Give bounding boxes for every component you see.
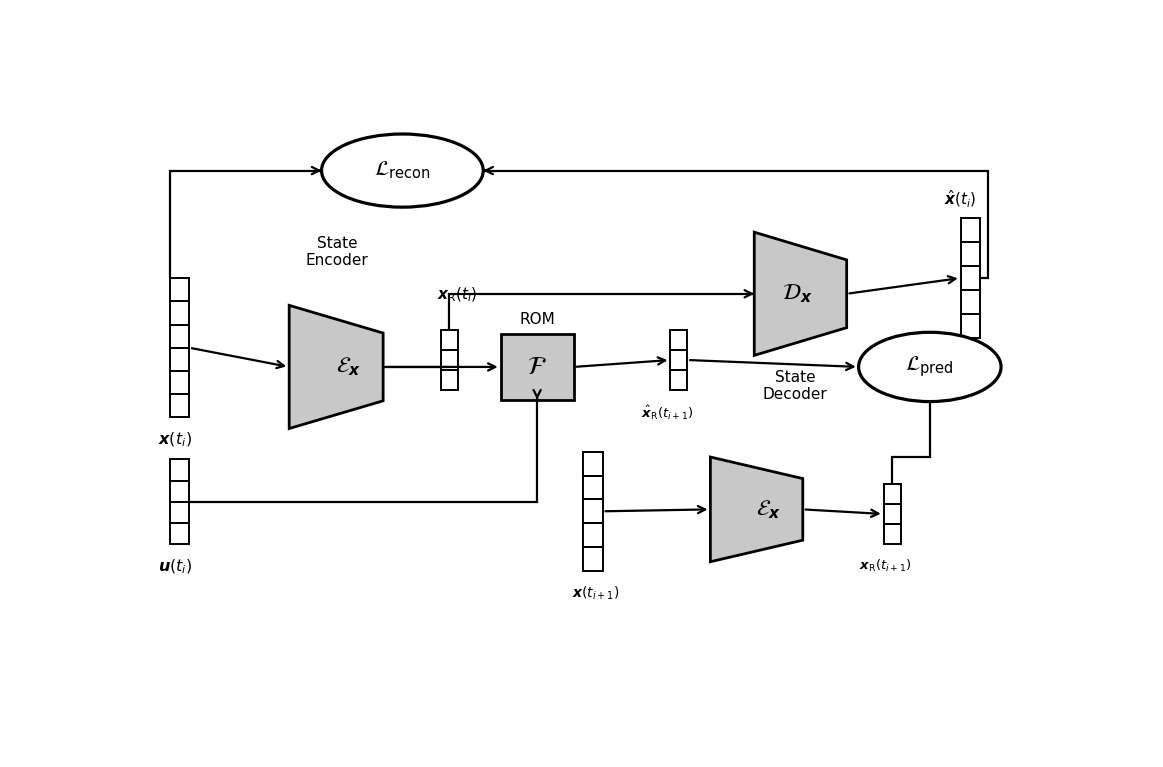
- Bar: [441, 350, 458, 370]
- Text: $\boldsymbol{x}(t_i)$: $\boldsymbol{x}(t_i)$: [158, 431, 192, 449]
- Bar: [884, 484, 900, 504]
- Bar: [170, 324, 190, 347]
- Bar: [170, 278, 190, 301]
- Bar: [584, 547, 602, 571]
- Bar: [170, 523, 190, 544]
- Bar: [584, 523, 602, 547]
- Text: $\mathcal{E}_{\boldsymbol{x}}$: $\mathcal{E}_{\boldsymbol{x}}$: [756, 498, 780, 521]
- Text: $\mathcal{E}_{\boldsymbol{x}}$: $\mathcal{E}_{\boldsymbol{x}}$: [336, 356, 361, 378]
- Ellipse shape: [858, 332, 1001, 402]
- Text: $\boldsymbol{u}(t_i)$: $\boldsymbol{u}(t_i)$: [158, 558, 193, 576]
- Polygon shape: [755, 232, 847, 355]
- Ellipse shape: [321, 134, 484, 207]
- Polygon shape: [711, 457, 802, 561]
- Text: State
Decoder: State Decoder: [763, 370, 827, 403]
- Text: $\mathcal{L}_\mathrm{pred}$: $\mathcal{L}_\mathrm{pred}$: [906, 354, 955, 380]
- Bar: [961, 266, 980, 290]
- Bar: [170, 459, 190, 480]
- Bar: [884, 524, 900, 544]
- Bar: [170, 301, 190, 324]
- Bar: [170, 502, 190, 523]
- Text: $\hat{\boldsymbol{x}}(t_i)$: $\hat{\boldsymbol{x}}(t_i)$: [943, 189, 976, 210]
- Bar: [961, 314, 980, 337]
- Text: $\boldsymbol{x}(t_{i+1})$: $\boldsymbol{x}(t_{i+1})$: [572, 585, 620, 602]
- Text: $\mathcal{L}_\mathrm{recon}$: $\mathcal{L}_\mathrm{recon}$: [374, 160, 430, 181]
- Bar: [584, 499, 602, 523]
- Polygon shape: [290, 305, 383, 429]
- Bar: [584, 476, 602, 499]
- Bar: [670, 370, 687, 390]
- Bar: [500, 334, 573, 400]
- Bar: [584, 452, 602, 476]
- Bar: [670, 350, 687, 370]
- Text: State
Encoder: State Encoder: [306, 236, 369, 268]
- Bar: [170, 394, 190, 417]
- Bar: [170, 480, 190, 502]
- Bar: [961, 219, 980, 242]
- Bar: [884, 504, 900, 524]
- Bar: [170, 347, 190, 370]
- Bar: [441, 330, 458, 350]
- Text: $\hat{\boldsymbol{x}}_\mathrm{R}(t_{i+1})$: $\hat{\boldsymbol{x}}_\mathrm{R}(t_{i+1}…: [641, 404, 693, 422]
- Text: $\boldsymbol{x}_\mathrm{R}(t_{i+1})$: $\boldsymbol{x}_\mathrm{R}(t_{i+1})$: [859, 558, 912, 574]
- Text: $\boldsymbol{x}_\mathrm{R}(t_i)$: $\boldsymbol{x}_\mathrm{R}(t_i)$: [437, 285, 478, 304]
- Bar: [670, 330, 687, 350]
- Bar: [441, 370, 458, 390]
- Text: $\mathcal{D}_{\boldsymbol{x}}$: $\mathcal{D}_{\boldsymbol{x}}$: [783, 282, 813, 305]
- Bar: [170, 370, 190, 394]
- Text: $\mathcal{F}$: $\mathcal{F}$: [527, 355, 547, 379]
- Bar: [961, 242, 980, 266]
- Text: ROM: ROM: [519, 311, 555, 327]
- Bar: [961, 290, 980, 314]
